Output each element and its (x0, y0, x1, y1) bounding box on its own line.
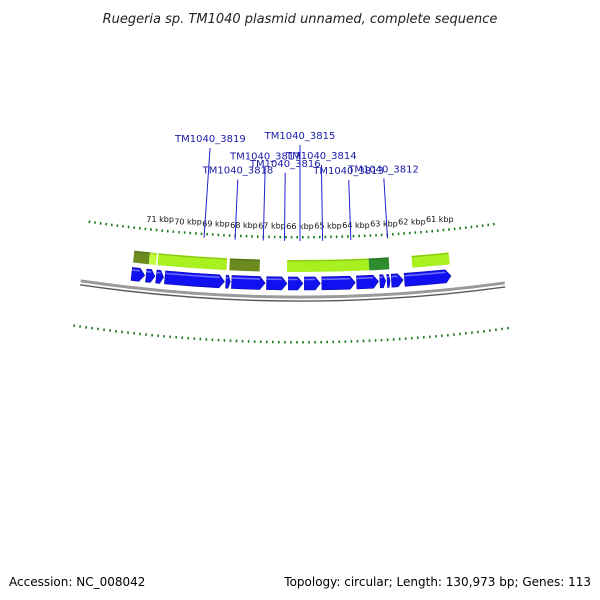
feature-edge (287, 258, 369, 262)
gene-track (130, 267, 452, 291)
gene-label: TM1040_3814 (285, 151, 357, 162)
gene-arrow-highlight (404, 271, 446, 277)
backbone-outer-arc (80, 279, 505, 299)
feature-edge (134, 250, 150, 254)
feature-edge (229, 258, 260, 262)
map-title: Ruegeria sp. TM1040 plasmid unnamed, com… (103, 12, 498, 27)
gene-label: TM1040_3819 (174, 134, 246, 145)
feature-segment (148, 252, 158, 265)
gene-label: TM1040_3817 (229, 152, 301, 163)
gene-label: TM1040_3816 (249, 159, 321, 170)
kbp-label: 61 kbp (426, 215, 454, 224)
feature-edge (158, 253, 228, 260)
kbp-label: 71 kbp (146, 215, 174, 224)
feature-edge (368, 257, 389, 260)
gene-arrow-highlight (165, 272, 220, 279)
gene-arrow-highlight (231, 277, 261, 280)
feature-segment (287, 258, 370, 272)
kbp-label: 63 kbp (370, 220, 398, 229)
gene-label: TM1040_3818 (202, 166, 274, 177)
kbp-label: 68 kbp (230, 221, 258, 230)
kbp-label: 65 kbp (314, 222, 342, 231)
gene-label-line (283, 172, 286, 241)
feature-edge (411, 252, 449, 258)
gene-arrow-highlight (321, 277, 350, 281)
gene-arrow-highlight (356, 276, 374, 280)
inner-tick-ring (73, 324, 509, 344)
gene-labels: TM1040_3819TM1040_3818TM1040_3817TM1040_… (174, 131, 419, 241)
sequence-backbone (80, 279, 506, 302)
gene-label-line (234, 179, 239, 240)
gene-label-line (262, 165, 266, 241)
feature-edge (149, 252, 158, 255)
kbp-label: 67 kbp (258, 222, 286, 231)
feature-segment (157, 253, 228, 271)
feature-track (133, 250, 450, 272)
feature-segment (229, 258, 260, 272)
gene-arrow (403, 269, 452, 287)
kbp-label: 64 kbp (342, 221, 370, 230)
outer-tick-ring (88, 220, 495, 239)
gene-arrow-highlight (132, 269, 141, 272)
topology-text: Topology: circular; Length: 130,973 bp; … (283, 575, 591, 589)
gene-label-line (348, 180, 352, 241)
kbp-label: 69 kbp (202, 220, 230, 229)
gene-label-line (203, 147, 211, 238)
accession-text: Accession: NC_008042 (9, 575, 145, 589)
feature-segment (411, 252, 450, 268)
gene-label: TM1040_3815 (264, 131, 336, 142)
gene-label-line (320, 164, 324, 241)
gene-label-line (383, 178, 388, 239)
backbone-inner-arc (80, 284, 506, 302)
kbp-scale-labels: 71 kbp 70 kbp 69 kbp 68 kbp 67 kbp 66 kbp 65 k… (146, 215, 453, 231)
kbp-label: 62 kbp (398, 218, 426, 227)
kbp-label: 70 kbp (174, 218, 202, 227)
feature-segment (368, 257, 390, 271)
gene-label: TM1040_3812 (347, 164, 419, 175)
feature-segment (133, 250, 151, 265)
gene-label: TM1040_3813 (312, 166, 384, 177)
